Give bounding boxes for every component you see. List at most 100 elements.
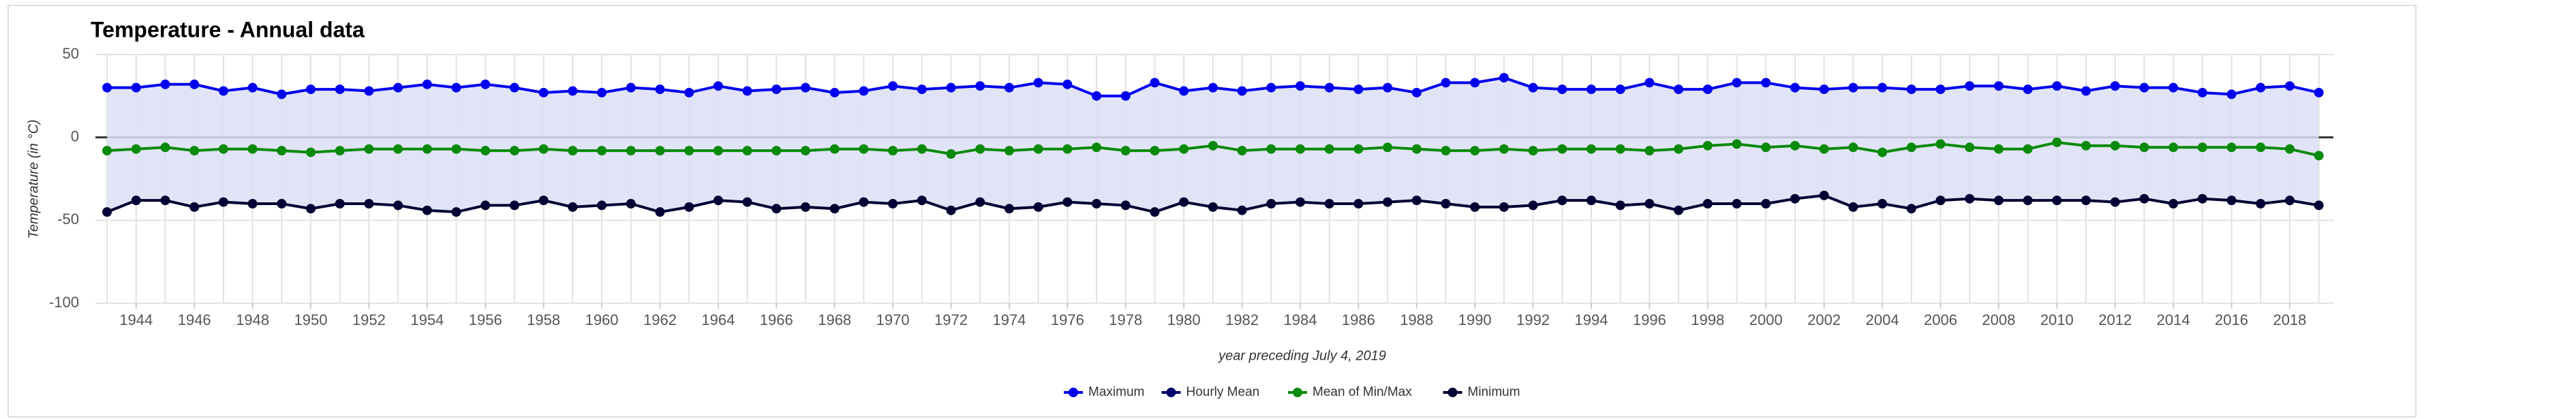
data-point xyxy=(742,197,752,207)
x-tick-label: 1946 xyxy=(178,311,211,328)
data-point xyxy=(829,87,840,97)
data-point xyxy=(1993,196,2004,206)
data-point xyxy=(2023,196,2033,206)
legend-label: Minimum xyxy=(1468,385,1520,399)
data-point xyxy=(277,199,287,208)
data-point xyxy=(1208,82,1218,93)
data-point xyxy=(684,202,694,212)
data-point xyxy=(1906,142,1916,153)
data-point xyxy=(1528,146,1538,156)
data-point xyxy=(422,144,432,154)
data-point xyxy=(2081,86,2091,96)
x-tick-label: 2002 xyxy=(1807,311,1841,328)
data-point xyxy=(1150,207,1160,217)
data-point xyxy=(829,204,840,214)
data-point xyxy=(946,149,956,159)
data-point xyxy=(975,144,985,154)
data-point xyxy=(1965,193,1975,204)
data-point xyxy=(859,144,869,154)
data-point xyxy=(160,196,170,206)
data-point xyxy=(771,146,782,156)
data-point xyxy=(189,202,200,212)
data-point xyxy=(1965,142,1975,153)
data-point xyxy=(742,86,752,96)
data-point xyxy=(1208,140,1218,151)
data-point xyxy=(2314,151,2324,161)
data-point xyxy=(1848,202,1858,212)
data-point xyxy=(742,146,752,156)
x-tick-label: 1964 xyxy=(701,311,735,328)
data-point xyxy=(1790,193,1800,204)
x-tick-label: 1952 xyxy=(352,311,386,328)
data-point xyxy=(1470,146,1480,156)
x-tick-label: 1948 xyxy=(236,311,269,328)
data-point xyxy=(189,79,200,89)
data-point xyxy=(1353,144,1364,154)
data-point xyxy=(1353,84,1364,95)
data-point xyxy=(975,197,985,207)
data-point xyxy=(2081,140,2091,151)
data-point xyxy=(422,205,432,215)
data-point xyxy=(1644,199,1655,208)
data-point xyxy=(1848,142,1858,153)
x-tick-label: 1982 xyxy=(1225,311,1259,328)
x-tick-label: 1960 xyxy=(585,311,619,328)
data-point xyxy=(2284,81,2295,91)
data-point xyxy=(422,79,432,89)
data-point xyxy=(1877,82,1888,93)
x-tick-label: 1998 xyxy=(1691,311,1724,328)
data-point xyxy=(1586,196,1597,206)
data-point xyxy=(1324,144,1334,154)
data-point xyxy=(1411,196,1422,206)
x-tick-label: 1996 xyxy=(1633,311,1666,328)
data-point xyxy=(1499,202,1509,212)
data-point xyxy=(480,79,491,89)
x-tick-label: 2016 xyxy=(2215,311,2248,328)
data-point xyxy=(1092,142,1102,153)
legend-label: Mean of Min/Max xyxy=(1313,385,1412,399)
data-point xyxy=(1470,202,1480,212)
data-point xyxy=(1761,78,1771,88)
data-point xyxy=(2314,87,2324,97)
data-point xyxy=(1557,196,1567,206)
data-point xyxy=(1295,197,1305,207)
data-point xyxy=(1819,144,1829,154)
data-point xyxy=(1644,146,1655,156)
data-point xyxy=(1150,146,1160,156)
data-point xyxy=(2052,137,2062,147)
data-point xyxy=(306,204,316,214)
data-point xyxy=(1528,82,1538,93)
data-point xyxy=(306,84,316,95)
data-point xyxy=(247,199,258,208)
data-point xyxy=(2226,89,2237,99)
data-point xyxy=(364,86,374,96)
data-point xyxy=(1004,204,1014,214)
data-point xyxy=(1732,199,1742,208)
data-point xyxy=(597,200,607,211)
data-point xyxy=(888,199,898,208)
data-point xyxy=(451,144,461,154)
data-point xyxy=(888,81,898,91)
data-point xyxy=(2110,140,2120,151)
data-point xyxy=(1993,144,2004,154)
x-tick-label: 1984 xyxy=(1284,311,1317,328)
data-point xyxy=(218,197,228,207)
legend-marker xyxy=(1166,388,1176,397)
data-point xyxy=(626,199,636,208)
x-tick-label: 1970 xyxy=(876,311,910,328)
data-point xyxy=(917,196,927,206)
data-point xyxy=(2168,82,2179,93)
chart-title: Temperature - Annual data xyxy=(91,17,365,42)
data-point xyxy=(335,146,345,156)
data-point xyxy=(1033,202,1043,212)
data-point xyxy=(1877,147,1888,157)
y-tick-label: -100 xyxy=(49,294,79,311)
data-point xyxy=(859,197,869,207)
x-tick-label: 2000 xyxy=(1749,311,1783,328)
x-tick-label: 1968 xyxy=(818,311,851,328)
data-point xyxy=(102,207,112,217)
x-tick-label: 1944 xyxy=(119,311,153,328)
data-point xyxy=(509,82,519,93)
x-tick-label: 1980 xyxy=(1167,311,1201,328)
data-point xyxy=(771,204,782,214)
